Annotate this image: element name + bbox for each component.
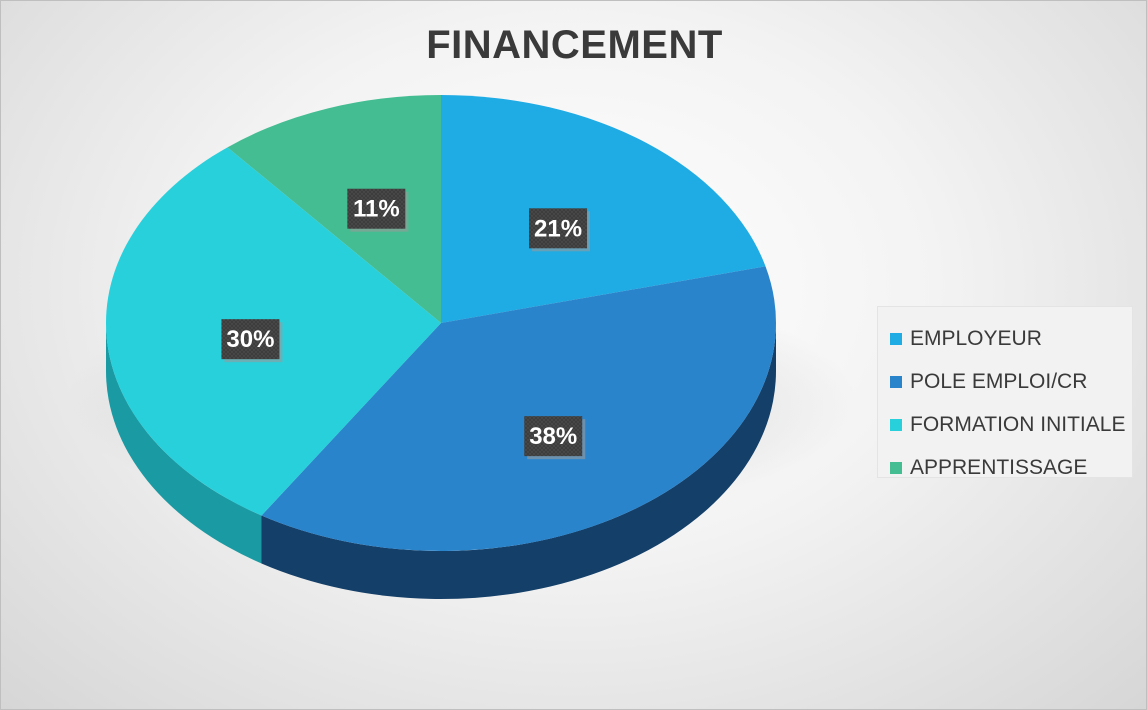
pie-slice-apprentissage (227, 95, 441, 323)
data-label-text: 11% (353, 196, 400, 223)
pie-slice-employeur (441, 95, 766, 323)
data-label-text: 38% (529, 423, 577, 450)
pie-slice-pole-emploi-cr (261, 266, 777, 551)
legend-item: FORMATION INITIALE (890, 403, 1132, 446)
legend-item: APPRENTISSAGE (890, 446, 1132, 489)
legend: EMPLOYEUR POLE EMPLOI/CR FORMATION INITIAL… (877, 306, 1133, 479)
data-label-text: 30% (226, 326, 274, 353)
pie-side-pole-emploi-cr (261, 323, 777, 600)
data-label: 38% (524, 416, 586, 460)
legend-item: EMPLOYEUR (890, 317, 1132, 360)
legend-label: POLE EMPLOI/CR (910, 369, 1088, 393)
data-label: 11% (347, 188, 409, 232)
legend-swatch (890, 461, 902, 474)
legend-item: POLE EMPLOI/CR (890, 360, 1132, 403)
legend-label: FORMATION INITIALE (910, 412, 1126, 436)
legend-swatch (890, 418, 902, 431)
data-label: 21% (529, 208, 591, 252)
legend-label: APPRENTISSAGE (910, 455, 1088, 479)
data-label: 30% (221, 319, 283, 363)
legend-swatch (890, 375, 902, 388)
chart-title: FINANCEMENT (426, 23, 723, 67)
legend-swatch (890, 332, 902, 345)
legend-label: EMPLOYEUR (910, 326, 1042, 350)
pie-side-formation-initiale (106, 323, 262, 564)
data-label-text: 21% (534, 215, 582, 242)
